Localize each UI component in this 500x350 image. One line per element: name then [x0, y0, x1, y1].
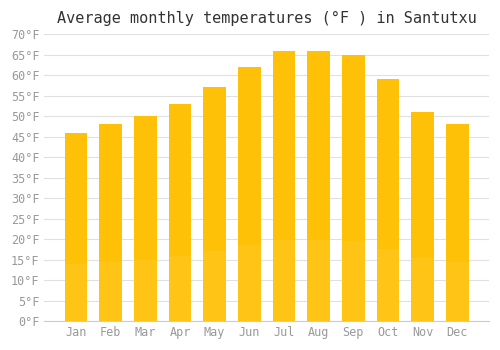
Bar — [238, 67, 260, 321]
Bar — [272, 240, 295, 321]
Title: Average monthly temperatures (°F ) in Santutxu: Average monthly temperatures (°F ) in Sa… — [57, 11, 476, 26]
Bar — [377, 248, 400, 321]
Bar — [100, 262, 122, 321]
Bar — [377, 79, 400, 321]
Bar — [238, 67, 260, 321]
Bar — [377, 79, 400, 321]
Bar — [308, 51, 330, 321]
Bar — [100, 124, 122, 321]
Bar — [308, 240, 330, 321]
Bar — [64, 265, 87, 321]
Bar — [168, 104, 192, 321]
Bar — [342, 55, 364, 321]
Bar — [308, 51, 330, 321]
Bar — [342, 55, 364, 321]
Bar — [272, 51, 295, 321]
Bar — [64, 133, 87, 321]
Bar — [204, 88, 226, 321]
Bar — [412, 258, 434, 321]
Bar — [168, 256, 192, 321]
Bar — [342, 241, 364, 321]
Bar — [168, 104, 192, 321]
Bar — [134, 116, 156, 321]
Bar — [446, 124, 468, 321]
Bar — [100, 124, 122, 321]
Bar — [272, 51, 295, 321]
Bar — [134, 260, 156, 321]
Bar — [446, 262, 468, 321]
Bar — [412, 112, 434, 321]
Bar — [134, 116, 156, 321]
Bar — [204, 251, 226, 321]
Bar — [204, 88, 226, 321]
Bar — [412, 112, 434, 321]
Bar — [238, 245, 260, 321]
Bar — [446, 124, 468, 321]
Bar — [64, 133, 87, 321]
